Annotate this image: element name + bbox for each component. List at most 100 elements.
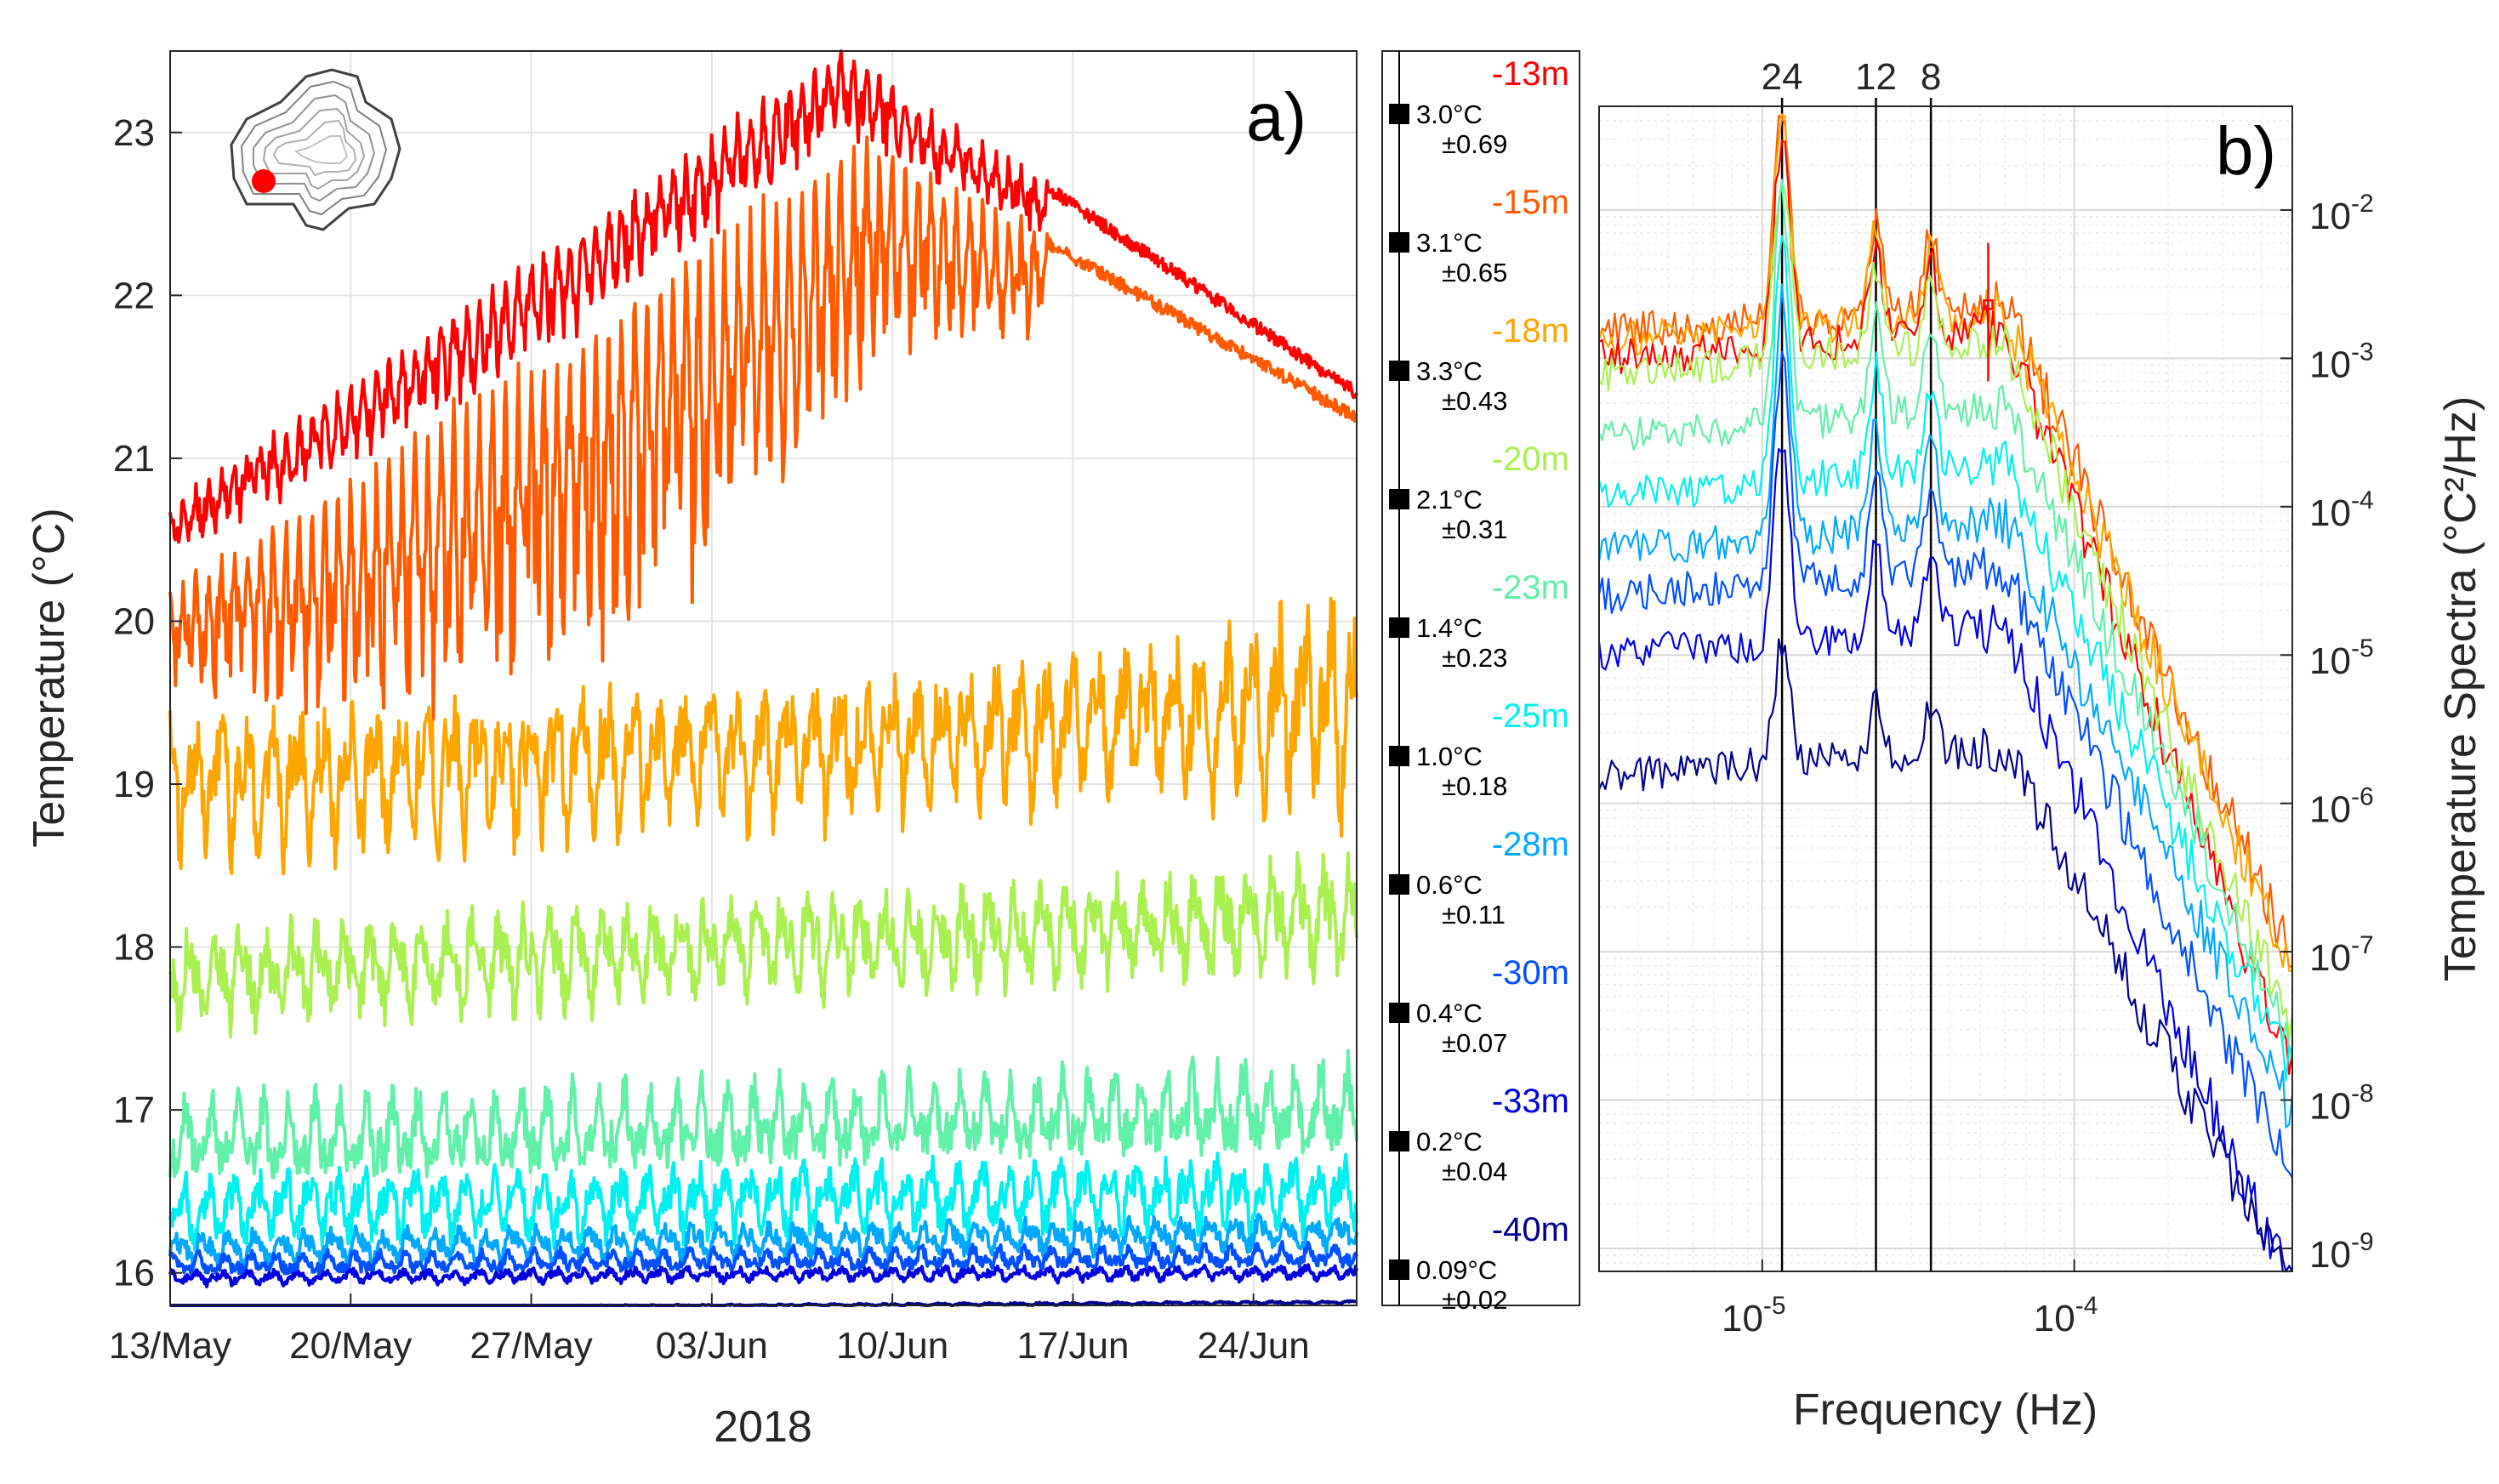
tick-base: 10 xyxy=(2309,196,2351,237)
legend-marker xyxy=(1389,232,1409,253)
legend-std: ±0.04 xyxy=(1442,1157,1507,1186)
legend-std: ±0.65 xyxy=(1442,258,1507,287)
legend-marker xyxy=(1389,746,1409,766)
tick-exponent: -5 xyxy=(2351,634,2374,662)
tick-exponent: -5 xyxy=(1763,1292,1786,1320)
tick-exponent: -3 xyxy=(2351,338,2374,366)
y-tick-label: 20 xyxy=(113,600,155,642)
y-tick-label: 21 xyxy=(113,438,155,480)
series-line--23m xyxy=(168,1049,1358,1180)
y-tick-label: 10-2 xyxy=(2309,190,2374,237)
legend-std: ±0.07 xyxy=(1442,1028,1507,1058)
tick-base: 10 xyxy=(2309,344,2351,385)
legend-amplitude: 1.4°C xyxy=(1416,613,1483,643)
x-tick-label: 20/May xyxy=(289,1325,412,1367)
depth-legend: -13m3.0°C±0.69-15m3.1°C±0.65-18m3.3°C±0.… xyxy=(1381,50,1580,1315)
confidence-interval-marker xyxy=(1983,299,1994,310)
series-line--28m xyxy=(168,1212,1358,1271)
legend-depth-label: -28m xyxy=(1492,826,1569,863)
y-tick-label: 10-4 xyxy=(2309,486,2374,534)
legend-amplitude: 0.4°C xyxy=(1416,998,1483,1028)
tick-exponent: -4 xyxy=(2075,1292,2098,1320)
period-label: 12 xyxy=(1855,56,1897,98)
legend-depth-label: -40m xyxy=(1492,1211,1569,1248)
tick-exponent: -7 xyxy=(2351,931,2374,959)
x-axis-title: Frequency (Hz) xyxy=(1793,1385,2098,1435)
tick-base: 10 xyxy=(2309,937,2351,979)
legend-marker xyxy=(1389,617,1409,638)
legend-depth-label: -13m xyxy=(1492,55,1569,93)
legend-amplitude: 2.1°C xyxy=(1416,485,1483,515)
legend-marker xyxy=(1389,1259,1409,1280)
panel-b-spectra: 24 12 8 10-5 10-410-210-310-410-510-610-710… xyxy=(1597,56,2485,1435)
legend-marker xyxy=(1389,104,1409,124)
spectrum-line--30m xyxy=(1597,350,2293,1179)
series-line--33m xyxy=(168,1263,1358,1288)
tick-base: 10 xyxy=(2309,789,2351,831)
legend-std: ±0.69 xyxy=(1442,129,1507,159)
lake-map-inset xyxy=(230,68,401,231)
y-tick-label: 17 xyxy=(113,1089,155,1131)
legend-std: ±0.18 xyxy=(1442,771,1507,801)
spectrum-line--25m xyxy=(1597,235,2294,1082)
y-tick-label: 10-6 xyxy=(2309,783,2374,831)
series-line--20m xyxy=(168,850,1358,1039)
spectrum-line--20m xyxy=(1598,182,2294,1040)
legend-depth-label: -18m xyxy=(1492,312,1569,350)
legend-marker xyxy=(1389,361,1409,381)
y-tick-label: 10-5 xyxy=(2309,634,2374,682)
y-axis-title: Temperature (°C) xyxy=(25,508,74,847)
legend-std: ±0.43 xyxy=(1442,386,1507,416)
y-tick-label: 10-3 xyxy=(2309,338,2374,385)
legend-amplitude: 0.6°C xyxy=(1416,870,1483,900)
legend-marker xyxy=(1389,489,1409,509)
series-line--15m xyxy=(168,135,1358,722)
legend-amplitude: 3.0°C xyxy=(1416,100,1483,129)
tick-exponent: -6 xyxy=(2351,783,2374,811)
legend-marker xyxy=(1389,1003,1409,1023)
tick-base: 10 xyxy=(2309,492,2351,534)
tick-exponent: -2 xyxy=(2351,190,2374,218)
x-tick-label: 27/May xyxy=(470,1325,592,1367)
legend-std: ±0.31 xyxy=(1442,515,1507,544)
legend-depth-label: -25m xyxy=(1492,697,1569,735)
tick-base: 10 xyxy=(1722,1298,1763,1339)
legend-std: ±0.23 xyxy=(1442,643,1507,673)
legend-std: ±0.02 xyxy=(1442,1285,1507,1315)
legend-std: ±0.11 xyxy=(1442,900,1506,930)
x-tick-label: 03/Jun xyxy=(656,1325,768,1367)
legend-depth-label: -33m xyxy=(1492,1083,1569,1120)
sensor-location-marker xyxy=(252,169,276,193)
series-line--30m xyxy=(168,1240,1358,1276)
y-tick-label: 22 xyxy=(113,275,155,316)
x-tick-label: 24/Jun xyxy=(1198,1325,1310,1367)
spectrum-line--23m xyxy=(1597,179,2294,1062)
y-tick-label: 10-7 xyxy=(2309,931,2374,979)
tick-exponent: -4 xyxy=(2351,486,2374,515)
series-line--18m xyxy=(168,596,1358,876)
y-tick-label: 10-8 xyxy=(2309,1080,2374,1128)
y-tick-label: 23 xyxy=(113,112,155,154)
tick-base: 10 xyxy=(2309,1234,2351,1276)
y-tick-label: 19 xyxy=(113,764,155,805)
x-tick-label: 10/Jun xyxy=(836,1325,948,1367)
x-tick-label: 10-4 xyxy=(2034,1292,2098,1339)
legend-depth-label: -23m xyxy=(1492,569,1569,606)
legend-amplitude: 0.09°C xyxy=(1416,1255,1497,1285)
series-line--25m xyxy=(168,1151,1358,1252)
x-tick-label: 10-5 xyxy=(1722,1292,1786,1339)
period-label: 8 xyxy=(1921,56,1941,98)
x-tick-label: 13/May xyxy=(109,1325,231,1367)
period-label: 24 xyxy=(1762,56,1803,98)
panel-b-label: b) xyxy=(2216,113,2276,189)
tick-exponent: -9 xyxy=(2351,1228,2374,1256)
tick-base: 10 xyxy=(2309,640,2351,682)
legend-marker xyxy=(1389,874,1409,895)
y-axis-title: Temperature Spectra (°C²/Hz) xyxy=(2436,396,2485,981)
series-line--13m xyxy=(168,49,1358,544)
legend-amplitude: 1.0°C xyxy=(1416,742,1483,771)
legend-amplitude: 3.1°C xyxy=(1416,228,1483,258)
spectrum-line--40m xyxy=(1597,638,2293,1273)
tick-base: 10 xyxy=(2034,1298,2075,1339)
